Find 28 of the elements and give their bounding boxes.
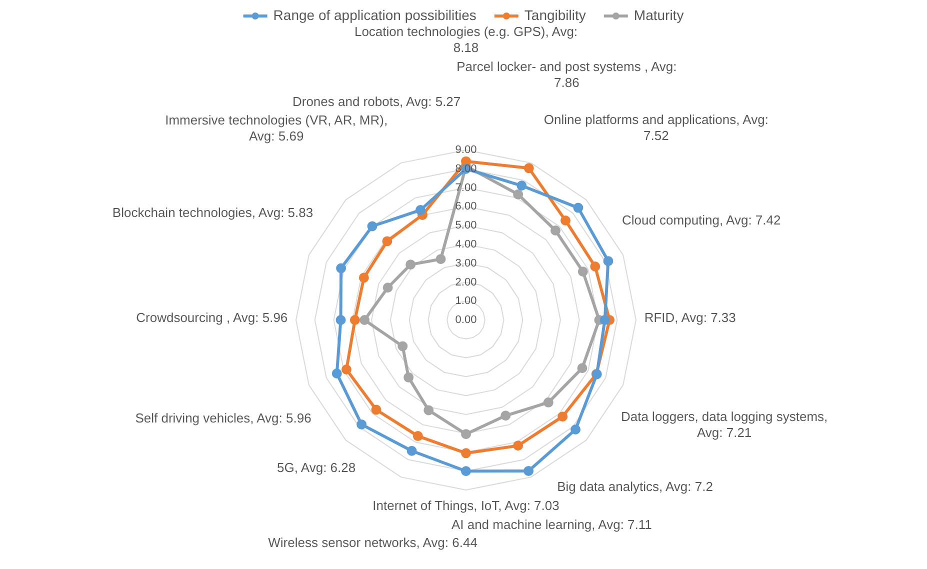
spoke-label: Drones and robots, Avg: 5.27	[292, 94, 461, 110]
spoke-label: RFID, Avg: 7.33	[644, 310, 736, 326]
spoke-label: Self driving vehicles, Avg: 5.96	[135, 410, 312, 426]
y-tick-label: 6.00	[455, 200, 477, 213]
y-tick-label: 3.00	[455, 257, 477, 270]
spoke-label: 5G, Avg: 6.28	[277, 460, 356, 475]
y-tick-label: 5.00	[455, 220, 477, 232]
spoke-label: Internet of Things, IoT, Avg: 7.03	[372, 498, 560, 514]
spoke-label: Cloud computing, Avg: 7.42	[622, 212, 781, 228]
spoke-label: Parcel locker- and post systems , Avg: 7.86	[456, 59, 677, 90]
legend-label: Range of application possibilities	[273, 6, 476, 23]
spoke-label: Blockchain technologies, Avg: 5.83	[112, 205, 314, 220]
spoke-label: Wireless sensor networks, Avg: 6.44	[268, 535, 478, 550]
y-tick-label: 4.00	[455, 238, 477, 250]
spoke-label: Immersive technologies (VR, AR, MR), Avg: 5.69	[165, 112, 388, 144]
spoke-label: AI and machine learning, Avg: 7.11	[451, 516, 652, 532]
spoke-label: Location technologies (e.g. GPS), Avg: 8.18	[354, 24, 578, 56]
spoke-label: Crowdsourcing , Avg: 5.96	[136, 310, 288, 326]
y-tick-label: 1.00	[455, 295, 477, 308]
y-tick-label: 7.00	[455, 182, 477, 194]
y-tick-label: 2.00	[455, 276, 477, 288]
y-tick-label: 0.00	[455, 314, 477, 326]
spoke-label: Data loggers, data logging systems, Avg: 7.21	[620, 409, 828, 440]
legend-label: Tangibility	[524, 6, 586, 23]
spoke-label: Big data analytics, Avg: 7.2	[557, 479, 713, 494]
spoke-label: Online platforms and applications, Avg: 7.52	[544, 112, 768, 143]
legend-label: Maturity	[634, 6, 684, 23]
y-tick-label: 9.00	[455, 144, 477, 156]
